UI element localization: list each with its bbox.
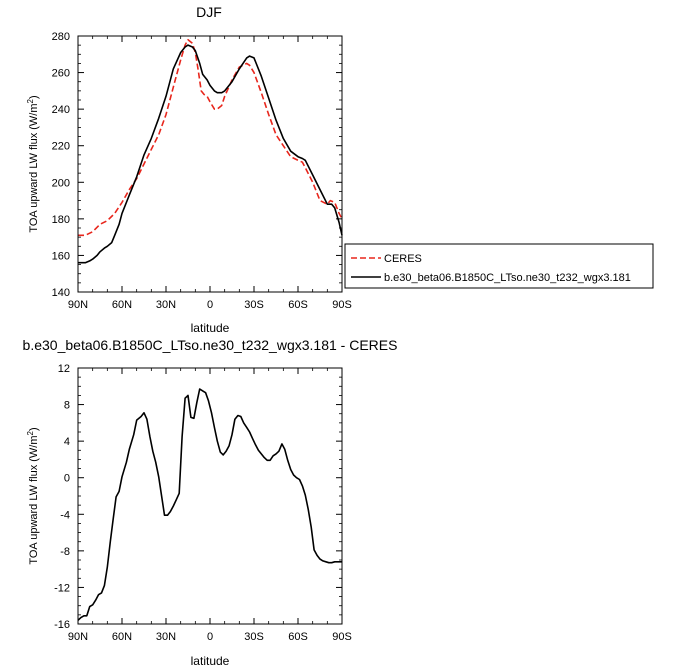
x-tick-label: 0 (207, 299, 213, 311)
model-series-line (78, 44, 343, 264)
y-tick-label: 140 (52, 287, 70, 299)
x-tick-label: 60N (112, 631, 132, 643)
y-tick-label: 160 (52, 250, 70, 262)
y-tick-label: 240 (52, 104, 70, 116)
legend: CERES b.e30_beta06.B1850C_LTso.ne30_t232… (344, 243, 654, 289)
legend-box (344, 243, 654, 289)
x-tick-label: 60S (288, 299, 308, 311)
y-tick-label: 260 (52, 68, 70, 80)
bottom-chart-title: b.e30_beta06.B1850C_LTso.ne30_t232_wgx3.… (23, 337, 398, 353)
x-tick-label: 60S (288, 631, 308, 643)
bottom-chart-ylabel-close: ) (28, 427, 40, 431)
top-chart-xlabel: latitude (191, 321, 230, 335)
top-chart-panel: DJF 90N 60N 30N 0 30S 60S 90S 140 160 180 200 220 24… (26, 4, 352, 335)
top-chart-frame (77, 35, 343, 293)
y-tick-label: -16 (54, 619, 70, 631)
x-tick-label: 30N (156, 299, 176, 311)
bottom-chart-ylabel-main: TOA upward LW flux (W/m (28, 435, 40, 564)
y-tick-label: 280 (52, 31, 70, 43)
x-tick-label: 90S (332, 299, 352, 311)
bottom-chart-panel: b.e30_beta06.B1850C_LTso.ne30_t232_wgx3.… (23, 337, 398, 668)
y-tick-label: 0 (64, 473, 70, 485)
top-chart-ylabel-sup: 2 (26, 98, 35, 103)
x-tick-label: 30N (156, 631, 176, 643)
ceres-series-line (78, 38, 343, 237)
bottom-chart-ylabel: TOA upward LW flux (W/m2) (26, 427, 40, 564)
y-tick-label: 200 (52, 177, 70, 189)
y-tick-label: 8 (64, 400, 70, 412)
y-tick-label: 220 (52, 141, 70, 153)
x-tick-label: 90N (68, 631, 88, 643)
y-tick-label: 180 (52, 214, 70, 226)
y-tick-label: 12 (58, 363, 70, 375)
x-tick-label: 90N (68, 299, 88, 311)
difference-series-line (77, 388, 342, 621)
y-tick-label: -4 (60, 509, 70, 521)
top-chart-ylabel-main: TOA upward LW flux (W/m (28, 103, 40, 232)
legend-label-ceres: CERES (384, 253, 422, 265)
legend-label-model: b.e30_beta06.B1850C_LTso.ne30_t232_wgx3.… (384, 272, 631, 284)
x-tick-label: 90S (332, 631, 352, 643)
x-tick-label: 0 (207, 631, 213, 643)
top-chart-ylabel: TOA upward LW flux (W/m2) (26, 95, 40, 232)
y-tick-label: 4 (64, 436, 70, 448)
x-tick-label: 30S (244, 299, 264, 311)
y-tick-label: -8 (60, 546, 70, 558)
top-chart-ylabel-close: ) (28, 95, 40, 99)
bottom-chart-ylabel-sup: 2 (26, 430, 35, 435)
x-tick-label: 60N (112, 299, 132, 311)
top-chart-title: DJF (196, 4, 222, 20)
y-tick-label: -12 (54, 582, 70, 594)
x-tick-label: 30S (244, 631, 264, 643)
bottom-chart-xlabel: latitude (191, 654, 230, 668)
